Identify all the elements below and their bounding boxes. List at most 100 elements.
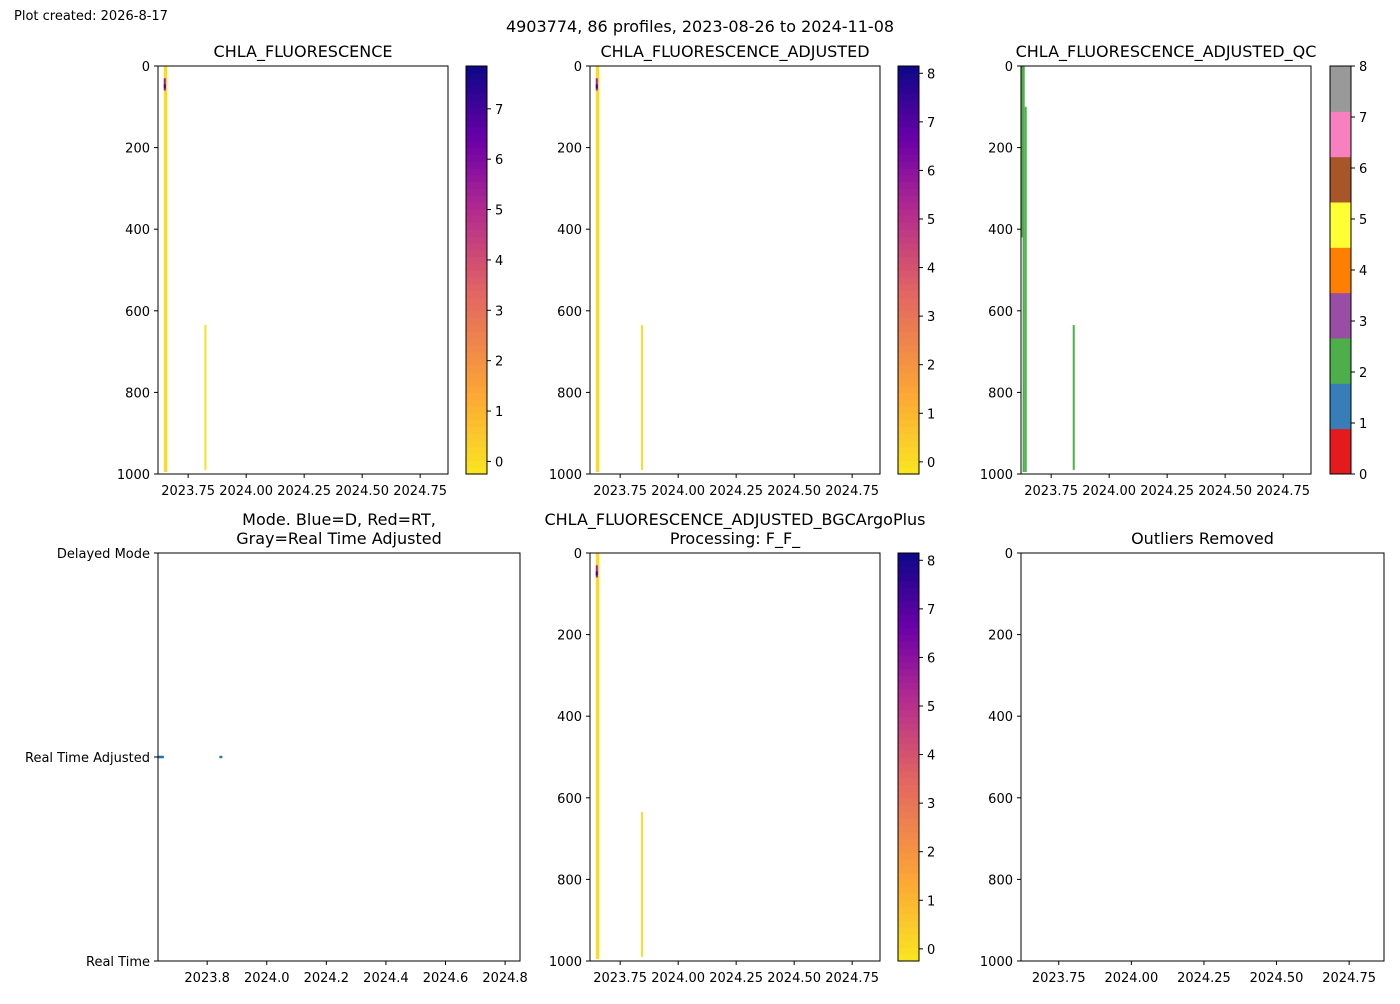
colorbar-segment — [898, 859, 919, 867]
colorbar-segment — [898, 372, 919, 380]
y-tick-label: 200 — [988, 142, 1013, 157]
colorbar-segment — [898, 655, 919, 663]
colorbar-segment — [898, 195, 919, 203]
y-tick-label: 600 — [125, 305, 150, 320]
y-tick-label: Delayed Mode — [57, 547, 150, 562]
colorbar-tick-label: 8 — [927, 554, 935, 569]
colorbar-segment — [898, 886, 919, 894]
colorbar-segment — [466, 263, 487, 271]
y-tick-label: 400 — [988, 223, 1013, 238]
colorbar-segment — [898, 338, 919, 346]
colorbar-segment — [898, 467, 919, 475]
colorbar-segment — [898, 702, 919, 710]
colorbar-tick-label: 3 — [495, 304, 503, 319]
x-tick-label: 2023.75 — [1032, 971, 1086, 986]
colorbar-segment — [898, 412, 919, 421]
plot-created-label: Plot created: 2026-8-17 — [14, 9, 168, 24]
y-tick-label: 1000 — [117, 468, 150, 483]
colorbar-segment — [898, 188, 919, 196]
colorbar-segment — [898, 147, 919, 155]
colorbar-segment — [898, 344, 919, 353]
colorbar-segment — [898, 947, 919, 955]
colorbar-segment — [898, 831, 919, 840]
colorbar-segment — [1330, 202, 1351, 248]
colorbar-segment — [466, 79, 487, 87]
colorbar-segment — [898, 927, 919, 935]
colorbar-segment — [898, 140, 919, 149]
colorbar-segment — [466, 168, 487, 176]
colorbar-tick-label: 6 — [1359, 162, 1367, 177]
mode-point — [157, 755, 161, 759]
x-tick-label: 2024.00 — [1104, 971, 1158, 986]
colorbar-segment — [898, 634, 919, 642]
y-tick-label: Real Time Adjusted — [25, 751, 150, 766]
profile-bar — [1072, 325, 1075, 470]
profile-bar — [595, 553, 600, 959]
colorbar-segment — [898, 215, 919, 223]
colorbar-tick-label: 0 — [495, 455, 503, 470]
colorbar-segment — [898, 723, 919, 731]
y-tick-label: 400 — [125, 223, 150, 238]
colorbar-segment — [466, 310, 487, 319]
colorbar-segment — [466, 249, 487, 257]
colorbar-segment — [898, 426, 919, 434]
x-tick-label: 2024.2 — [304, 971, 350, 986]
colorbar-segment — [898, 627, 919, 636]
y-tick-label: 200 — [125, 142, 150, 157]
panel-title: Processing: F_F_ — [670, 529, 801, 549]
colorbar-segment — [898, 559, 919, 568]
colorbar-segment — [898, 120, 919, 128]
panel-title: CHLA_FLUORESCENCE_ADJUSTED_QC — [1016, 42, 1317, 62]
x-tick-label: 2024.4 — [363, 971, 409, 986]
colorbar-tick-label: 6 — [927, 651, 935, 666]
colorbar-segment — [898, 913, 919, 921]
figure-suptitle: 4903774, 86 profiles, 2023-08-26 to 2024… — [506, 17, 894, 36]
panel-title: CHLA_FLUORESCENCE_ADJUSTED_BGCArgoPlus — [544, 510, 925, 530]
colorbar-segment — [466, 406, 487, 414]
colorbar-tick-label: 6 — [927, 164, 935, 179]
colorbar-segment — [898, 263, 919, 271]
colorbar-segment — [1330, 292, 1351, 339]
y-tick-label: 800 — [988, 386, 1013, 401]
y-tick-label: 1000 — [549, 468, 582, 483]
colorbar-segment — [466, 399, 487, 407]
colorbar-segment — [898, 324, 919, 332]
panel-outliers: Outliers Removed 2023.75 2024.00 2024.25 202… — [980, 529, 1385, 986]
y-tick-label: 200 — [557, 629, 582, 644]
y-tick-label: 400 — [557, 710, 582, 725]
y-tick-label: 0 — [1005, 547, 1013, 562]
colorbar-segment — [898, 614, 919, 622]
x-tick-label: 2023.75 — [1024, 484, 1078, 499]
colorbar-tick-label: 4 — [1359, 264, 1367, 279]
panel-title: Gray=Real Time Adjusted — [236, 529, 442, 548]
colorbar-tick-label: 7 — [1359, 111, 1367, 126]
colorbar-segment — [898, 954, 919, 962]
colorbar-segment — [898, 127, 919, 135]
colorbar-segment — [898, 811, 919, 819]
panel-chla_qc: CHLA_FLUORESCENCE_ADJUSTED_QC 2023.75 2024… — [980, 42, 1367, 499]
y-tick-label: 1000 — [980, 955, 1013, 970]
colorbar-segment — [466, 242, 487, 251]
colorbar-tick-label: 3 — [927, 797, 935, 812]
colorbar-segment — [898, 331, 919, 339]
colorbar-segment — [1330, 111, 1351, 158]
colorbar-segment — [898, 580, 919, 588]
colorbar-segment — [898, 270, 919, 278]
x-tick-label: 2024.25 — [277, 484, 331, 499]
colorbar-tick-label: 1 — [927, 894, 935, 909]
colorbar-segment — [466, 202, 487, 210]
colorbar-segment — [898, 249, 919, 257]
colorbar-segment — [898, 668, 919, 676]
colorbar-tick-label: 1 — [495, 405, 503, 420]
colorbar-tick-label: 0 — [927, 943, 935, 958]
colorbar-segment — [898, 385, 919, 393]
colorbar-segment — [466, 372, 487, 380]
colorbar-tick-label: 4 — [927, 262, 935, 277]
colorbar-segment — [898, 276, 919, 285]
panel-title: CHLA_FLUORESCENCE_ADJUSTED — [600, 42, 869, 62]
colorbar-segment — [466, 385, 487, 393]
colorbar-segment — [466, 392, 487, 400]
colorbar-segment — [898, 757, 919, 765]
colorbar-segment — [466, 154, 487, 162]
colorbar-segment — [898, 208, 919, 217]
